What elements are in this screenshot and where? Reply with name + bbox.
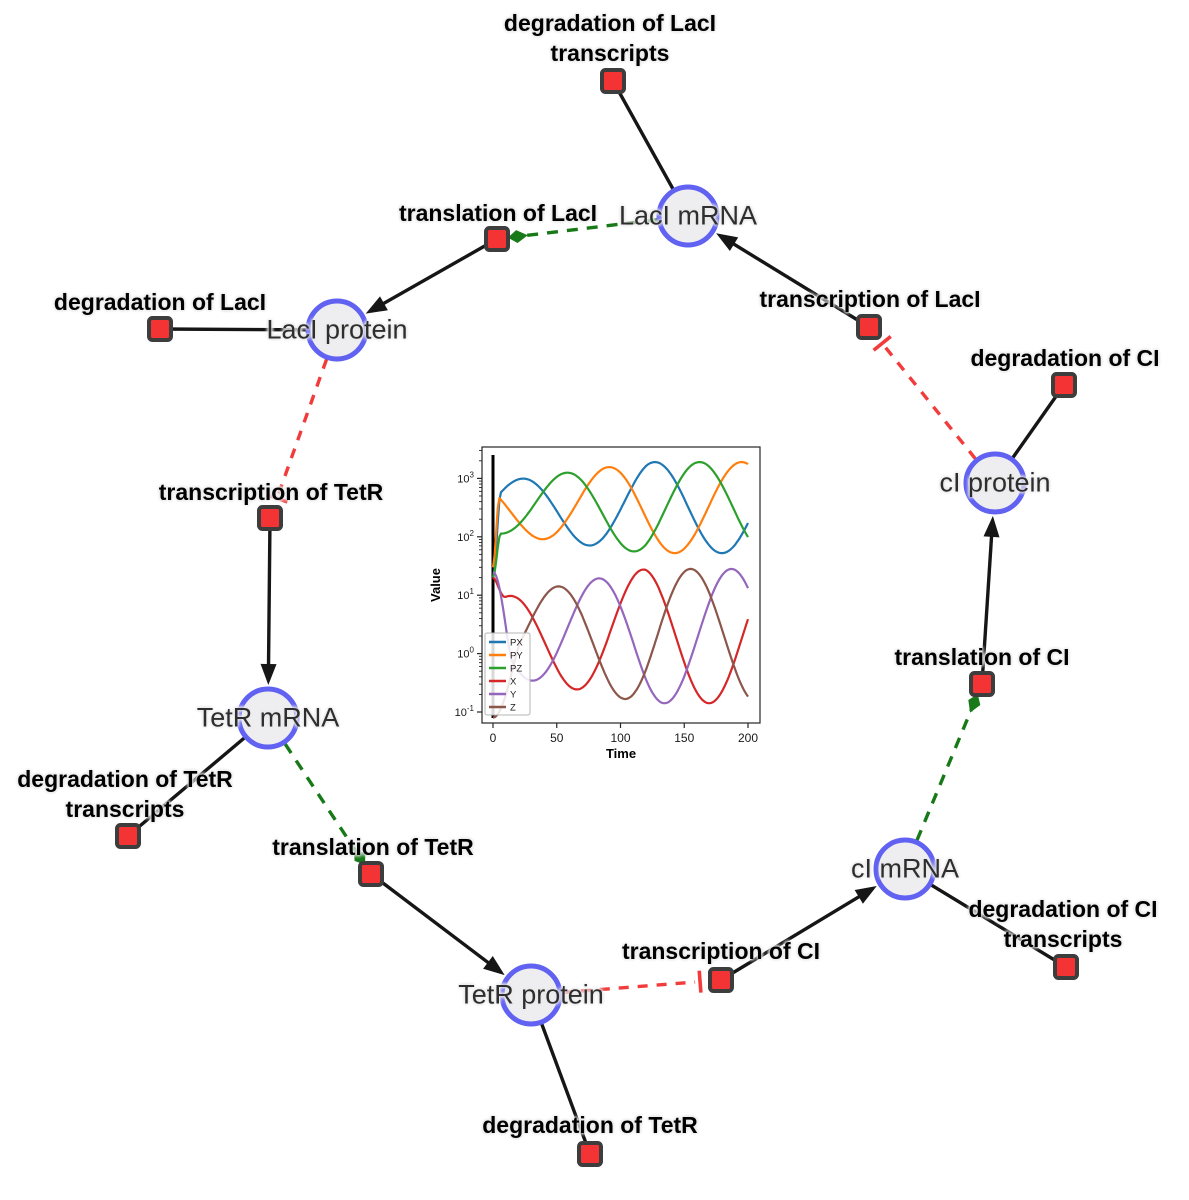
modifier-edge: [915, 707, 974, 842]
arrowhead-icon: [983, 515, 1000, 538]
series-X: [492, 568, 750, 705]
reaction-label-deg_tetR: degradation of TetR: [482, 1112, 698, 1138]
reaction-node-transcription_cI[interactable]: [708, 967, 734, 993]
series-PZ: [491, 461, 749, 578]
species-label-cI_protein: cI protein: [939, 467, 1051, 498]
reaction-label-deg_cI_tx: degradation of CI transcripts: [968, 896, 1158, 952]
product-edge: [266, 517, 272, 676]
reaction-node-transcription_lacI[interactable]: [856, 314, 882, 340]
legend-entry-PY: PY: [510, 651, 523, 662]
reaction-node-translation_tetR[interactable]: [358, 861, 384, 887]
arrowhead-icon: [716, 233, 739, 252]
reaction-node-transcription_tetR[interactable]: [257, 505, 283, 531]
legend-entry-Y: Y: [510, 690, 517, 701]
species-node-cI_mRNA[interactable]: [873, 837, 937, 901]
reaction-label-deg_lacI: degradation of LacI: [53, 289, 267, 315]
reaction-node-translation_lacI[interactable]: [484, 226, 510, 252]
reaction-label-deg_tetR_tx: degradation of TetR transcripts: [17, 766, 233, 822]
species-node-lacI_mRNA[interactable]: [656, 184, 720, 248]
legend-entry-X: X: [510, 677, 517, 688]
x-axis-label: Time: [606, 746, 636, 761]
reaction-label-deg_lacI_tx: degradation of LacI transcripts: [503, 10, 717, 66]
product-edge: [980, 525, 994, 685]
legend-entry-PZ: PZ: [510, 664, 522, 675]
nodes: [115, 68, 1079, 1167]
reaction-label-transcription_tetR: transcription of TetR: [158, 479, 384, 505]
arrowhead-icon: [483, 956, 505, 976]
legend-entry-PX: PX: [510, 638, 523, 649]
inhibition-tbar-icon: [872, 335, 892, 352]
modifier-edge: [283, 742, 359, 854]
y-tick-label: 10-1: [455, 704, 475, 719]
legend-entry-Z: Z: [510, 703, 516, 714]
inhibition-tbar-icon: [697, 970, 703, 993]
reaction-node-deg_lacI[interactable]: [147, 316, 173, 342]
simulation-plot: 10-1 100 101 102 103 0 50 100 150 200 Time Value PX P…: [428, 433, 782, 771]
reaction-label-deg_cI: degradation of CI: [970, 345, 1160, 371]
product-edge: [723, 237, 870, 329]
species-label-lacI_protein: LacI protein: [266, 314, 408, 345]
arrowhead-icon: [260, 663, 277, 686]
reaction-label-translation_tetR: translation of TetR: [272, 834, 474, 860]
x-tick-label: 0: [490, 731, 497, 745]
reaction-label-transcription_cI: transcription of CI: [621, 938, 821, 964]
plot-curves: [491, 455, 750, 719]
arrowhead-icon: [365, 296, 388, 314]
x-tick-label: 200: [738, 731, 758, 745]
reaction-node-deg_cI_tx[interactable]: [1053, 954, 1079, 980]
reaction-label-translation_cI: translation of CI: [894, 644, 1070, 670]
series-Z: [492, 567, 749, 719]
y-tick-label: 103: [457, 470, 474, 485]
y-tick-label: 102: [457, 529, 474, 544]
species-node-tetR_protein[interactable]: [499, 963, 563, 1027]
reaction-node-translation_cI[interactable]: [969, 671, 995, 697]
reaction-label-transcription_lacI: transcription of LacI: [759, 286, 981, 312]
x-tick-label: 50: [550, 731, 564, 745]
legend: PX PY PZ XYZ: [484, 632, 531, 716]
modifier-diamond-icon: [353, 848, 366, 865]
reaction-node-deg_cI[interactable]: [1051, 372, 1077, 398]
y-tick-label: 100: [457, 646, 474, 661]
species-node-tetR_mRNA[interactable]: [236, 686, 300, 750]
y-axis-label: Value: [430, 568, 443, 602]
reaction-node-deg_lacI_tx[interactable]: [600, 68, 626, 94]
species-node-lacI_protein[interactable]: [305, 298, 369, 362]
species-node-cI_protein[interactable]: [963, 451, 1027, 515]
x-tick-label: 150: [674, 731, 694, 745]
series-PY: [491, 460, 749, 568]
modifier-diamond-icon: [507, 230, 528, 244]
species-label-tetR_mRNA: TetR mRNA: [196, 702, 340, 733]
inhibition-edge: [561, 980, 696, 995]
reaction-label-translation_lacI: translation of LacI: [398, 200, 598, 226]
product-edge: [720, 889, 870, 982]
y-tick-label: 101: [457, 587, 474, 602]
series-Y: [492, 567, 749, 705]
series-PX: [491, 461, 749, 578]
species-label-lacI_mRNA: LacI mRNA: [618, 200, 758, 231]
inhibition-tbar-icon: [266, 492, 289, 504]
reaction-node-deg_tetR_tx[interactable]: [115, 823, 141, 849]
modifier-diamond-icon: [968, 694, 981, 713]
species-label-cI_mRNA: cI mRNA: [851, 853, 959, 884]
product-edge: [369, 872, 498, 971]
reaction-node-deg_tetR[interactable]: [577, 1141, 603, 1167]
arrowhead-icon: [854, 886, 877, 904]
modifier-edge: [522, 218, 658, 238]
inhibition-edge: [277, 358, 329, 495]
product-edge: [373, 237, 498, 311]
x-tick-label: 100: [610, 731, 630, 745]
species-label-tetR_protein: TetR protein: [458, 979, 604, 1010]
inhibition-edge: [884, 346, 977, 460]
